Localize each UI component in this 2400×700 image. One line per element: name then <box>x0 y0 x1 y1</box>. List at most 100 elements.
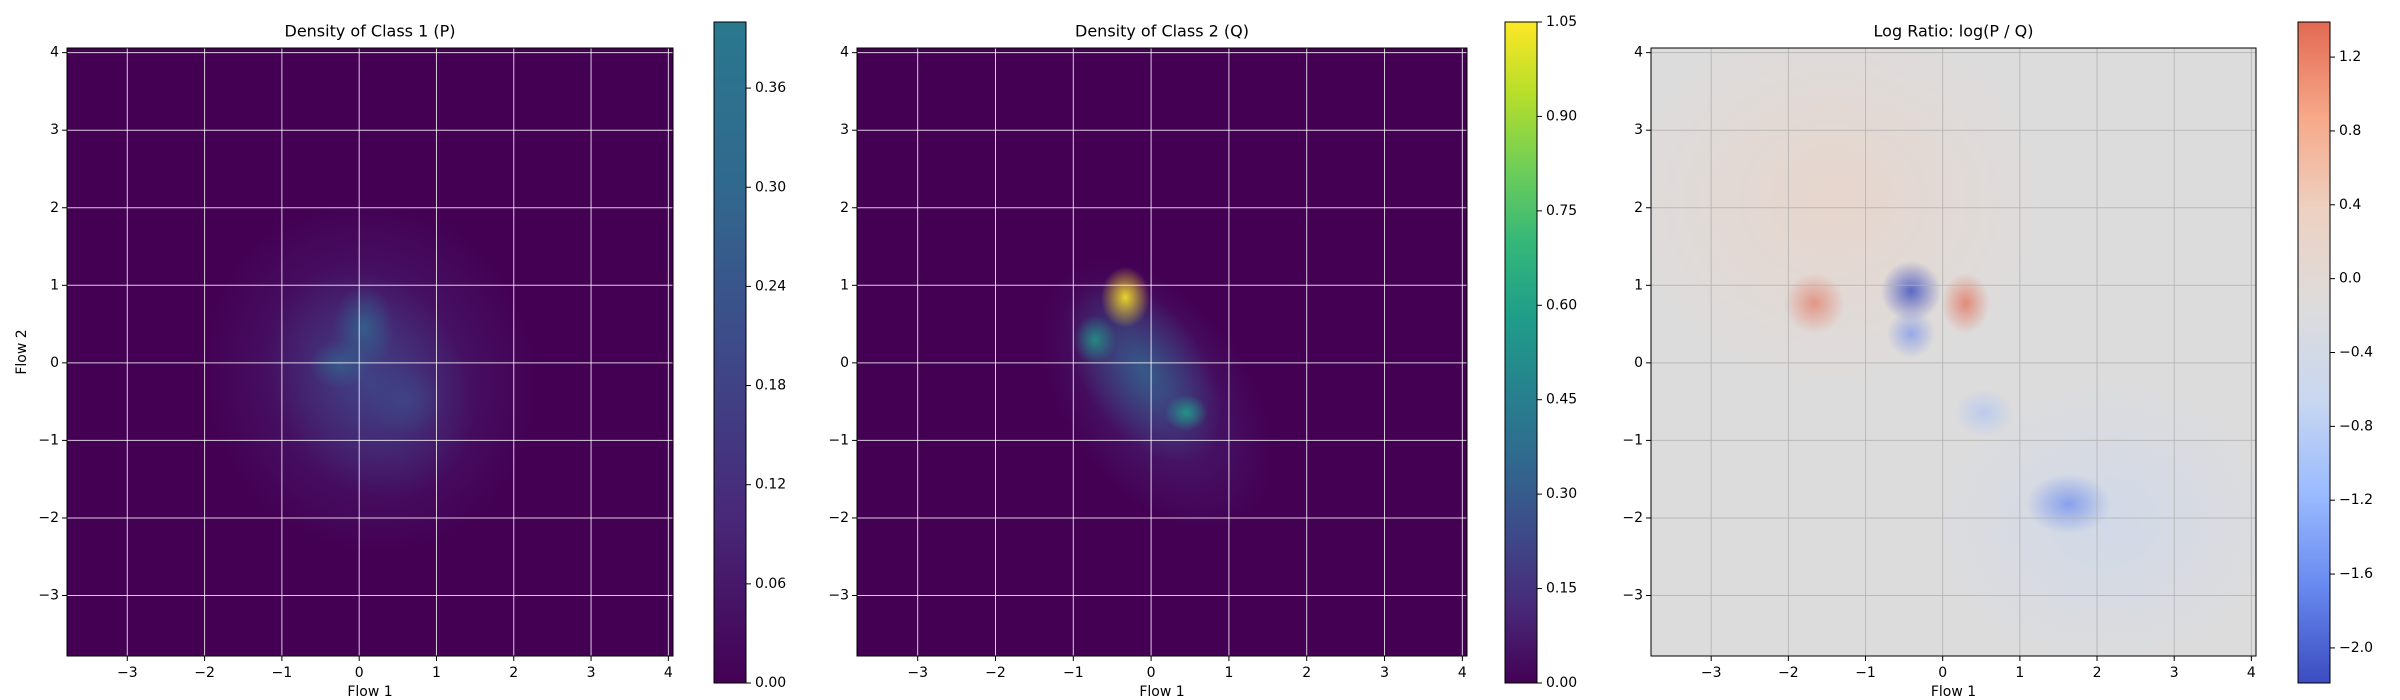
colorbar-tick-label: 0.06 <box>755 576 786 592</box>
x-tick-label: −3 <box>907 665 928 681</box>
chart-title: Density of Class 1 (P) <box>285 22 456 41</box>
y-tick-label: −1 <box>38 432 59 448</box>
x-tick-label: 0 <box>1147 665 1156 681</box>
x-tick-label: −2 <box>985 665 1006 681</box>
density-blob <box>1101 266 1150 328</box>
colorbar-tick-label: 0.0 <box>2339 271 2361 287</box>
y-tick-label: −1 <box>1622 432 1643 448</box>
x-tick-label: 3 <box>1380 665 1389 681</box>
colorbar-tick-label: 0.00 <box>1546 675 1577 691</box>
density-blob <box>1165 394 1208 432</box>
colorbar <box>2297 21 2331 684</box>
x-tick-label: 2 <box>509 665 518 681</box>
x-tick-label: 1 <box>432 665 441 681</box>
y-tick-label: −3 <box>828 588 849 604</box>
density-field <box>67 48 673 656</box>
density-blob <box>2026 473 2111 535</box>
y-tick-label: 0 <box>840 355 849 371</box>
x-tick-label: 0 <box>355 665 364 681</box>
y-tick-label: −1 <box>828 432 849 448</box>
y-tick-label: 2 <box>1634 200 1643 216</box>
density-blob <box>370 364 443 438</box>
y-tick-label: 4 <box>840 45 849 61</box>
x-axis-label: Flow 1 <box>1931 684 1976 700</box>
density-blob <box>1784 272 1845 334</box>
x-tick-label: 3 <box>587 665 596 681</box>
chart-title: Log Ratio: log(P / Q) <box>1874 22 2034 41</box>
y-tick-label: −3 <box>1622 588 1643 604</box>
y-tick-label: 4 <box>1634 45 1643 61</box>
x-tick-label: −2 <box>1778 665 1799 681</box>
x-tick-label: 2 <box>2093 665 2102 681</box>
density-blob <box>1073 315 1117 365</box>
y-tick-label: 0 <box>50 355 59 371</box>
x-tick-label: 1 <box>2015 665 2024 681</box>
colorbar-tick-label: 0.30 <box>755 179 786 195</box>
density-blob <box>1941 272 1990 334</box>
colorbar-tick-label: 0.8 <box>2339 123 2361 139</box>
y-axis-label: Flow 2 <box>14 329 30 374</box>
x-tick-label: 2 <box>1302 665 1311 681</box>
x-tick-label: −1 <box>1063 665 1084 681</box>
density-blob <box>1953 388 2014 438</box>
colorbar-tick-label: 0.00 <box>755 675 786 691</box>
plot-frame <box>856 47 1468 657</box>
density-blob <box>309 339 371 389</box>
x-tick-label: −2 <box>194 665 215 681</box>
colorbar-tick-label: 0.12 <box>755 477 786 493</box>
plot-frame <box>1650 47 2257 657</box>
colorbar-tick-label: 0.4 <box>2339 197 2361 213</box>
y-tick-label: 1 <box>50 277 59 293</box>
density-blob <box>1886 309 1936 359</box>
colorbar-tick-label: 0.18 <box>755 378 786 394</box>
colorbar-tick-label: 0.15 <box>1546 581 1577 597</box>
plot-frame <box>66 47 674 657</box>
y-tick-label: 3 <box>1634 122 1643 138</box>
y-tick-label: 4 <box>50 45 59 61</box>
colorbar-tick-label: 0.24 <box>755 278 786 294</box>
colorbar-tick-label: −0.4 <box>2339 345 2373 361</box>
x-tick-label: 4 <box>2247 665 2256 681</box>
x-axis-label: Flow 1 <box>347 684 392 700</box>
colorbar-tick-label: −2.0 <box>2339 640 2373 656</box>
density-field <box>1651 48 2256 656</box>
colorbar-tick-label: 0.60 <box>1546 297 1577 313</box>
y-tick-label: −2 <box>1622 510 1643 526</box>
x-tick-label: −1 <box>272 665 293 681</box>
x-tick-label: 4 <box>1458 665 1467 681</box>
density-blob <box>1880 260 1942 322</box>
y-tick-label: −2 <box>828 510 849 526</box>
x-tick-label: 1 <box>1224 665 1233 681</box>
colorbar-tick-label: 0.75 <box>1546 203 1577 219</box>
y-tick-label: 3 <box>50 122 59 138</box>
y-tick-label: −3 <box>38 588 59 604</box>
colorbar <box>713 21 747 684</box>
density-field <box>857 48 1467 656</box>
x-tick-label: 0 <box>1938 665 1947 681</box>
colorbar-tick-label: 0.45 <box>1546 392 1577 408</box>
colorbar-tick-label: 0.36 <box>755 80 786 96</box>
y-tick-label: −2 <box>38 510 59 526</box>
colorbar-tick-label: −1.2 <box>2339 492 2373 508</box>
x-tick-label: −3 <box>117 665 138 681</box>
y-tick-label: 1 <box>840 277 849 293</box>
chart-title: Density of Class 2 (Q) <box>1075 22 1249 41</box>
x-tick-label: −1 <box>1855 665 1876 681</box>
density-blob <box>1651 48 2045 383</box>
colorbar-tick-label: 0.30 <box>1546 486 1577 502</box>
x-tick-label: 4 <box>664 665 673 681</box>
colorbar-tick-label: −0.8 <box>2339 418 2373 434</box>
colorbar-tick-label: 1.2 <box>2339 49 2361 65</box>
y-tick-label: 2 <box>50 200 59 216</box>
x-tick-label: 3 <box>2170 665 2179 681</box>
y-tick-label: 1 <box>1634 277 1643 293</box>
colorbar-tick-label: −1.6 <box>2339 566 2373 582</box>
x-axis-label: Flow 1 <box>1139 684 1184 700</box>
y-tick-label: 3 <box>840 122 849 138</box>
colorbar-tick-label: 1.05 <box>1546 14 1577 30</box>
x-tick-label: −3 <box>1701 665 1722 681</box>
y-tick-label: 2 <box>840 200 849 216</box>
